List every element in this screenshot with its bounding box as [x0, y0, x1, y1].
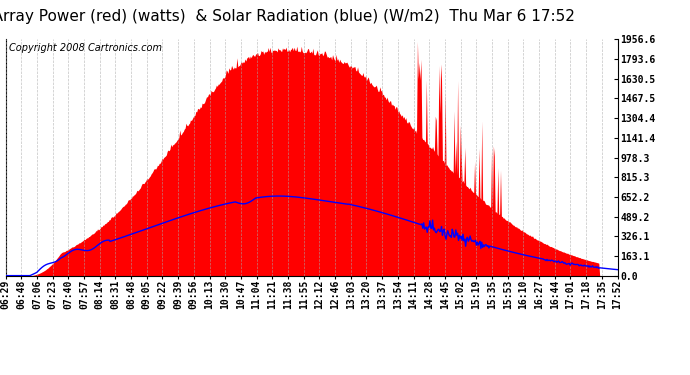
Text: West Array Power (red) (watts)  & Solar Radiation (blue) (W/m2)  Thu Mar 6 17:52: West Array Power (red) (watts) & Solar R…	[0, 9, 575, 24]
Text: Copyright 2008 Cartronics.com: Copyright 2008 Cartronics.com	[8, 43, 161, 53]
